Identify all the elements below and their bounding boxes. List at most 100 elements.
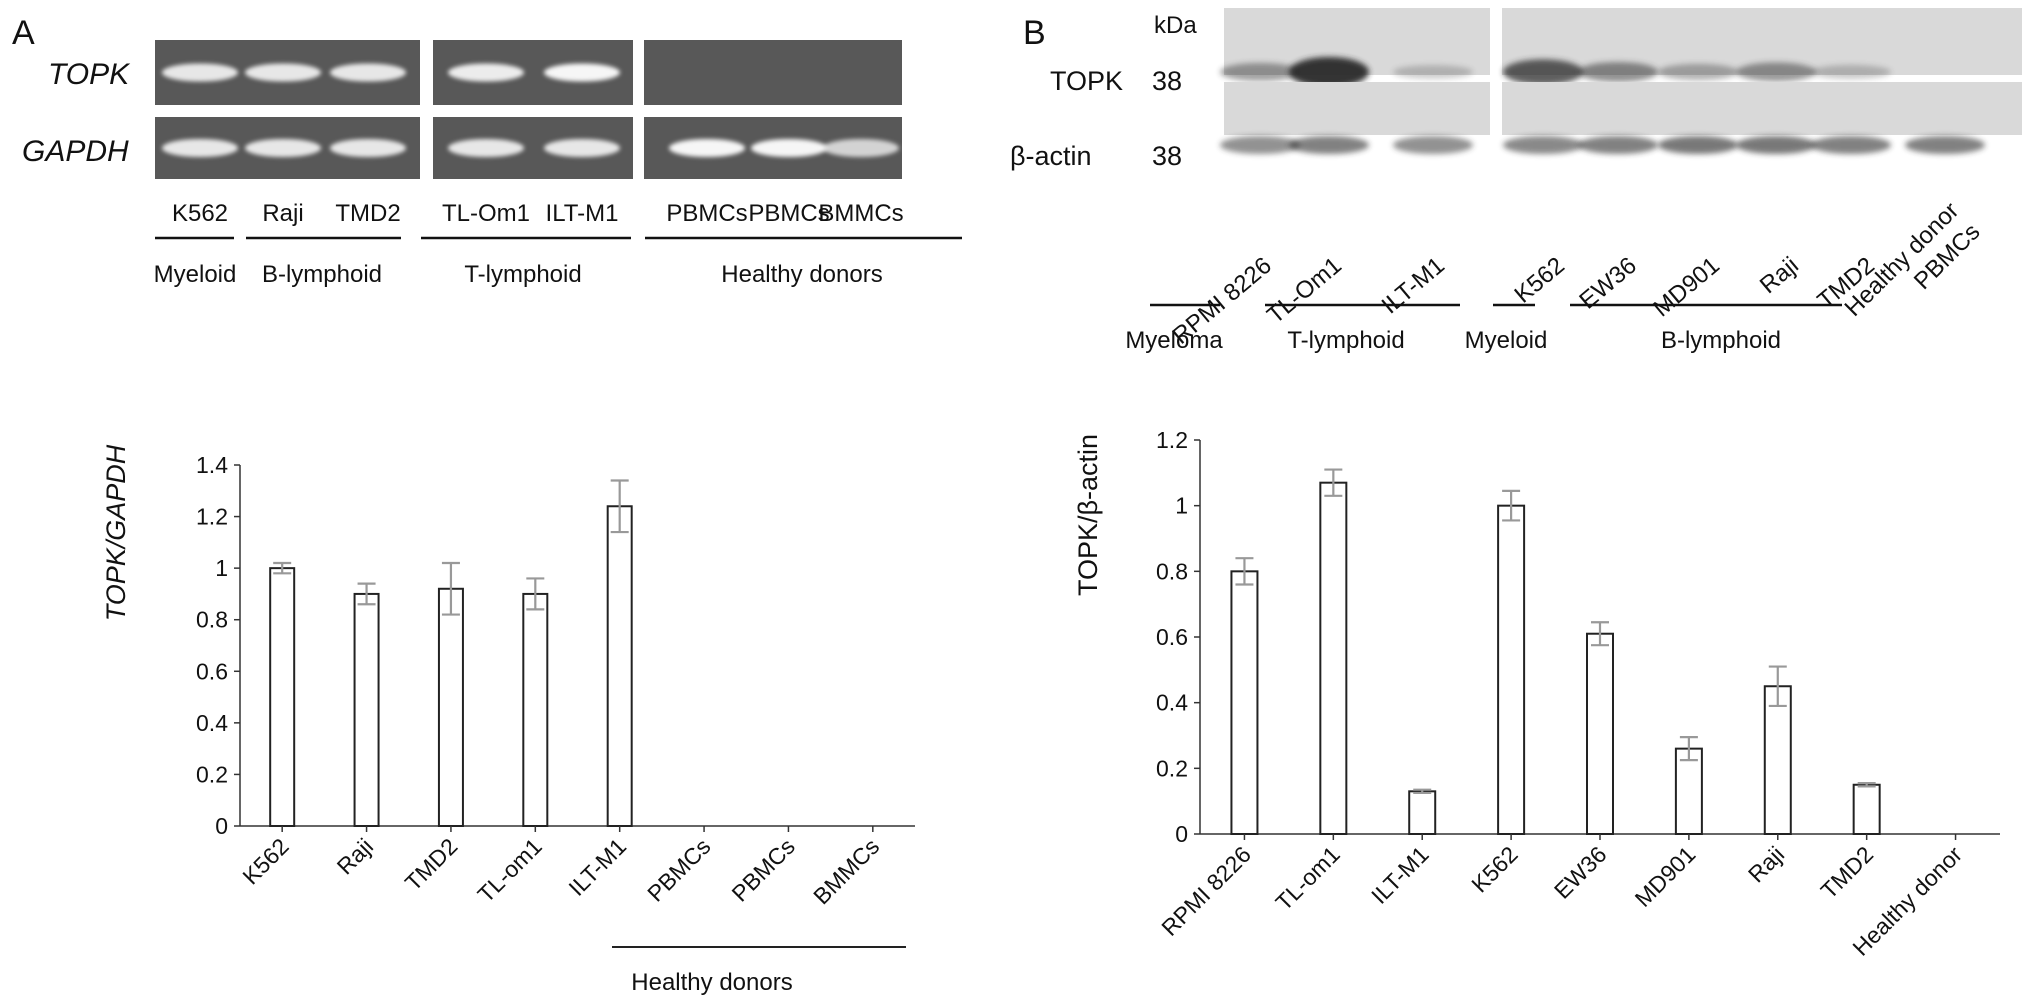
x-tick-label: ILT-M1 [1366,841,1434,909]
y-tick-label: 0.6 [196,658,228,684]
y-tick-label: 0.8 [196,607,228,633]
y-tick-label: 0 [215,813,228,839]
blot-image-b: kDa TOPK 38 β-actin 38 [1010,8,2022,171]
gel-row-label-topk: TOPK [48,58,131,91]
bar [1586,632,1614,836]
y-tick-label: 0.4 [1156,690,1188,716]
blot-band-topk [1289,57,1369,87]
bar [522,592,549,828]
blot-band-topk [1393,65,1473,79]
x-tick-label: PBMCs [642,833,716,907]
gel-band-topk [544,63,620,82]
gel-lane-label: ILT-M1 [546,200,619,227]
gel-lane-label: TMD2 [335,200,400,227]
gel-band-gapdh [448,139,524,157]
gel-band-topk [245,63,321,82]
bar [606,505,633,827]
blot-group-label: T-lymphoid [1287,327,1404,354]
blot-lane-label: MD901 [1648,252,1725,322]
y-tick-label: 1.2 [1156,427,1188,453]
gel-band-topk [162,63,238,82]
x-tick-label: PBMCs [726,833,800,907]
blot-block-actin-0 [1224,82,1490,135]
y-tick-label: 0.4 [196,710,228,736]
panel-b-label: B [1023,14,1046,52]
blot-marker-topk: 38 [1152,66,1182,96]
gel-group-labels: Myeloid B-lymphoid T-lymphoid Healthy donor… [154,236,962,288]
blot-band-actin [1393,136,1473,154]
x-tick-label: ILT-M1 [563,833,631,901]
gel-band-gapdh [330,139,406,157]
gel-group-label: T-lymphoid [464,261,581,288]
gel-band-gapdh [544,139,620,157]
blot-marker-actin: 38 [1152,141,1182,171]
blot-lane-label: ILT-M1 [1377,252,1450,320]
blot-band-topk [1503,59,1583,85]
blot-group-label: B-lymphoid [1661,327,1781,354]
x-tick-label: BMMCs [808,833,884,909]
blot-group-labels: Myeloma T-lymphoid Myeloid B-lymphoid [1125,303,1842,354]
chart-b-ylabel: TOPK/β-actin [1073,434,1103,596]
blot-band-actin [1658,136,1738,154]
gel-lane-label: K562 [172,200,228,227]
x-tick-label: TMD2 [400,833,463,896]
gel-lane-label: Raji [262,200,303,227]
x-tick-label: EW36 [1549,841,1612,904]
chart-b: 0 0.2 0.4 0.6 0.8 1 1.2 RPMI 8226 TL-om1 ILT-M1 K5… [1156,427,2000,961]
blot-block-actin-1 [1502,82,2022,135]
blot-group-label: Myeloid [1465,327,1548,354]
x-tick-label: Raji [1743,841,1789,887]
y-tick-label: 1 [215,555,228,581]
blot-kda-label: kDa [1154,12,1197,39]
gel-row-label-gapdh: GAPDH [22,135,129,168]
gel-band-gapdh [751,139,827,157]
gel-block-topk-2 [644,40,902,105]
y-tick-label: 0.2 [1156,755,1188,781]
gel-lane-label: BMMCs [818,200,903,227]
y-tick-label: 1.2 [196,504,228,530]
bar [1674,747,1703,836]
blot-band-actin [1220,136,1300,154]
chart-a: 0 0.2 0.4 0.6 0.8 1 1.2 1.4 K562 Raji TMD2 TL-om1 IL… [196,452,915,948]
chart-a-group-label: Healthy donors [631,969,792,996]
blot-band-topk [1736,62,1816,82]
gel-band-gapdh [669,139,745,157]
gel-group-label: Myeloid [154,261,237,288]
gel-group-label: Healthy donors [721,261,882,288]
y-tick-label: 1.4 [196,452,228,478]
blot-band-actin [1811,136,1891,154]
blot-lane-label: K562 [1510,252,1570,309]
bar [1763,685,1792,835]
y-tick-label: 1 [1175,493,1188,519]
x-tick-label: RPMI 8226 [1156,841,1256,941]
gel-lane-label: TL-Om1 [442,200,530,227]
bar [269,567,296,828]
x-tick-label: Raji [332,833,378,879]
blot-band-actin [1905,136,1985,154]
bar [437,587,464,827]
x-tick-label: TL-om1 [1270,841,1344,915]
bar [1408,790,1437,835]
blot-row-label-topk: TOPK [1050,66,1123,96]
gel-band-gapdh [823,139,899,157]
y-tick-label: 0.2 [196,761,228,787]
bar [1497,504,1526,835]
gel-band-gapdh [162,139,238,157]
blot-row-label-actin: β-actin [1010,141,1092,171]
blot-band-actin [1736,136,1816,154]
y-tick-label: 0.6 [1156,624,1188,650]
bar [1230,570,1259,835]
blot-lane-label: TL-Om1 [1262,252,1347,329]
blot-band-topk [1658,63,1738,81]
blot-group-label: Myeloma [1125,327,1223,354]
bar [353,592,380,828]
bar [1852,783,1881,835]
blot-band-actin [1503,136,1583,154]
blot-lane-label: Raji [1755,252,1804,299]
bar [1319,481,1348,835]
gel-band-gapdh [245,139,321,157]
x-tick-label: TMD2 [1816,841,1879,904]
gel-lane-label: PBMCs [748,200,829,227]
x-tick-label: MD901 [1630,841,1701,912]
x-tick-label: TL-om1 [472,833,546,907]
